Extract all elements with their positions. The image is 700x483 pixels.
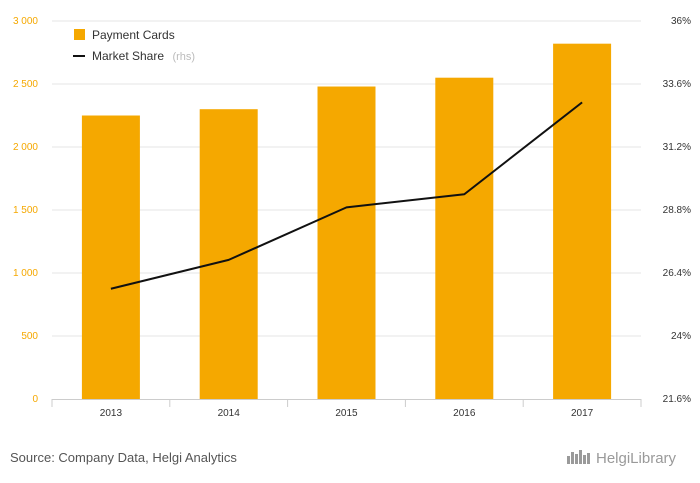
y-right-tick-label: 31.2% — [663, 142, 691, 153]
logo-text: HelgiLibrary — [596, 449, 677, 467]
y-left-tick-label: 1 500 — [13, 205, 38, 216]
legend-swatch-payment-cards — [74, 29, 85, 40]
bar-payment-cards — [553, 43, 612, 400]
y-left-tick-label: 3 000 — [13, 16, 38, 27]
legend-label-rhs: (rhs) — [172, 51, 195, 63]
x-tick-label: 2014 — [218, 408, 241, 419]
bar-payment-cards — [81, 115, 140, 399]
legend-label-market-share: Market Share — [92, 49, 164, 63]
legend-label-payment-cards: Payment Cards — [92, 28, 175, 42]
legend: Payment Cards Market Share (rhs) — [73, 28, 195, 64]
bars — [81, 43, 612, 400]
source-note: Source: Company Data, Helgi Analytics — [10, 450, 237, 465]
x-tick-label: 2017 — [571, 408, 594, 419]
y-right-tick-label: 21.6% — [663, 394, 691, 405]
y-left-tick-label: 2 000 — [13, 142, 38, 153]
y-left-tick-label: 1 000 — [13, 268, 38, 279]
chart: 0 21.6% 500 24% 1 000 26.4% 1 500 28.8% 2 000 31.… — [13, 16, 691, 419]
bar-payment-cards — [317, 86, 376, 400]
y-right-tick-label: 26.4% — [663, 268, 691, 279]
market-share-line — [110, 101, 583, 290]
y-left-tick-label: 0 — [32, 394, 38, 405]
x-tick-label: 2015 — [335, 408, 358, 419]
y-left-tick-label: 2 500 — [13, 79, 38, 90]
x-tick-label: 2013 — [100, 408, 123, 419]
helgi-library-logo[interactable]: HelgiLibrary — [566, 448, 676, 468]
svg-text:Market Share (rhs): Market Share (rhs) — [92, 47, 195, 64]
axes: 0 21.6% 500 24% 1 000 26.4% 1 500 28.8% 2 000 31.… — [13, 16, 691, 419]
y-right-tick-label: 24% — [671, 331, 691, 342]
y-right-tick-label: 28.8% — [663, 205, 691, 216]
helgi-logo-icon — [566, 448, 592, 468]
y-right-tick-label: 33.6% — [663, 79, 691, 90]
market-share-line-group — [110, 101, 583, 290]
bar-payment-cards — [435, 77, 494, 399]
y-right-tick-label: 36% — [671, 16, 691, 27]
x-tick-label: 2016 — [453, 408, 476, 419]
bar-payment-cards — [199, 109, 258, 399]
y-left-tick-label: 500 — [21, 331, 38, 342]
